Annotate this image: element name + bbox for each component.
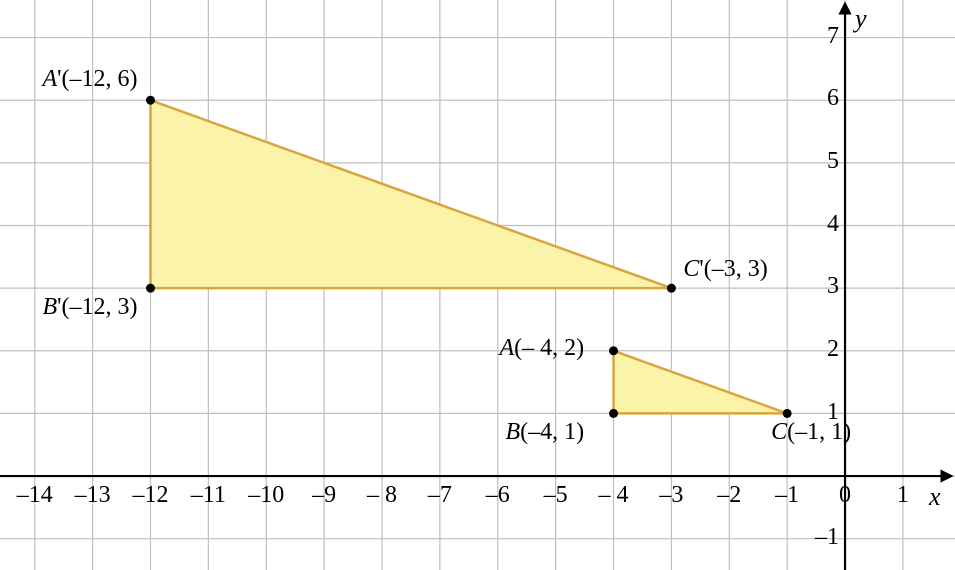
point-label-Ap: A'(–12, 6) xyxy=(42,66,137,93)
x-tick--14: –14 xyxy=(5,482,65,509)
y-tick-4: 4 xyxy=(807,211,839,238)
x-tick-1: 1 xyxy=(873,482,933,509)
coordinate-chart: –14–13–12–11–10–9– 8–7–6–5– 4–3–2–101–11… xyxy=(0,0,955,570)
point-Ap xyxy=(146,96,155,105)
point-label-Cp: C'(–3, 3) xyxy=(683,256,767,283)
triangle-large xyxy=(150,100,671,288)
point-label-B: B(–4, 1) xyxy=(506,419,585,446)
x-tick--10: –10 xyxy=(236,482,296,509)
point-label-A: A(– 4, 2) xyxy=(500,335,585,362)
x-tick--9: –9 xyxy=(294,482,354,509)
y-tick-6: 6 xyxy=(807,85,839,112)
y-tick-2: 2 xyxy=(807,336,839,363)
point-A xyxy=(609,346,618,355)
point-B xyxy=(609,409,618,418)
x-tick--4: – 4 xyxy=(584,482,644,509)
x-tick--8: – 8 xyxy=(352,482,412,509)
y-tick--1: –1 xyxy=(807,524,839,551)
point-C xyxy=(783,409,792,418)
point-Bp xyxy=(146,284,155,293)
x-tick--12: –12 xyxy=(120,482,180,509)
x-tick--1: –1 xyxy=(757,482,817,509)
point-label-C: C(–1, 1) xyxy=(771,419,851,446)
x-tick--3: –3 xyxy=(641,482,701,509)
y-tick-3: 3 xyxy=(807,273,839,300)
x-tick--11: –11 xyxy=(178,482,238,509)
point-Cp xyxy=(667,284,676,293)
x-tick--5: –5 xyxy=(526,482,586,509)
x-tick-0: 0 xyxy=(815,482,875,509)
x-tick--2: –2 xyxy=(699,482,759,509)
y-tick-5: 5 xyxy=(807,148,839,175)
triangle-small xyxy=(614,351,788,414)
x-tick--7: –7 xyxy=(410,482,470,509)
x-tick--13: –13 xyxy=(63,482,123,509)
y-tick-7: 7 xyxy=(807,23,839,50)
x-tick--6: –6 xyxy=(468,482,528,509)
x-axis-label: x xyxy=(929,482,941,512)
y-axis-label: y xyxy=(855,4,867,34)
point-label-Bp: B'(–12, 3) xyxy=(42,294,137,321)
